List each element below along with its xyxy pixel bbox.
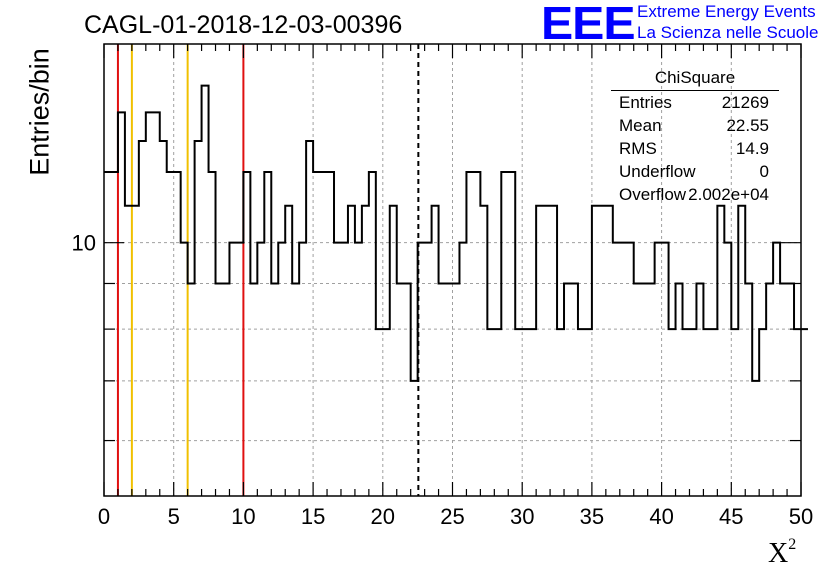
stats-box: ChiSquare Entries 21269 Mean 22.55 RMS 1…	[611, 66, 779, 206]
x-tick-label: 15	[301, 504, 325, 529]
reference-lines	[116, 44, 420, 496]
x-tick-label: 20	[371, 504, 395, 529]
stats-row-mean: Mean 22.55	[619, 116, 769, 138]
stats-title: ChiSquare	[654, 68, 736, 87]
chart-title: CAGL-01-2018-12-03-00396	[84, 11, 403, 39]
stats-value: 2.002e+04	[688, 185, 769, 204]
eee-logo: EEE	[541, 0, 636, 49]
x-tick-label: 30	[510, 504, 534, 529]
stats-value: 14.9	[735, 139, 769, 158]
y-tick-label: 10	[72, 231, 96, 256]
stats-row-entries: Entries 21269	[619, 93, 769, 115]
stats-label: Overflow	[619, 185, 687, 204]
x-tick-label: 5	[168, 504, 180, 529]
stats-row-overflow: Overflow 2.002e+04	[619, 185, 769, 207]
x-axis-label-superscript: 2	[788, 536, 797, 553]
x-axis-label: X2	[768, 536, 796, 570]
stats-row-underflow: Underflow 0	[619, 162, 769, 184]
stats-value: 22.55	[726, 116, 769, 135]
y-axis-label: Entries/bin	[24, 48, 55, 176]
x-tick-label: 45	[719, 504, 743, 529]
stats-label: Underflow	[619, 162, 696, 181]
x-tick-label: 40	[649, 504, 673, 529]
stats-row-rms: RMS 14.9	[619, 139, 769, 161]
x-axis-label-base: X	[768, 538, 789, 569]
stats-value: 0	[759, 162, 769, 181]
x-tick-label: 25	[440, 504, 464, 529]
logo-tagline-2: La Scienza nelle Scuole	[637, 23, 819, 42]
histogram-series	[104, 84, 808, 382]
x-tick-label: 10	[231, 504, 255, 529]
axis-tick-labels: 0 5 10 15 20 25 30 35 40 45 50 10	[72, 231, 814, 529]
stats-label: RMS	[619, 139, 657, 158]
axis-ticks	[103, 44, 802, 496]
x-tick-label: 0	[98, 504, 110, 529]
x-tick-label: 35	[580, 504, 604, 529]
stats-title-underline	[611, 90, 779, 91]
stats-label: Entries	[619, 93, 672, 112]
stats-label: Mean	[619, 116, 662, 135]
stats-value: 21269	[721, 93, 769, 112]
x-tick-label: 50	[789, 504, 813, 529]
logo-tagline-1: Extreme Energy Events	[637, 2, 816, 21]
